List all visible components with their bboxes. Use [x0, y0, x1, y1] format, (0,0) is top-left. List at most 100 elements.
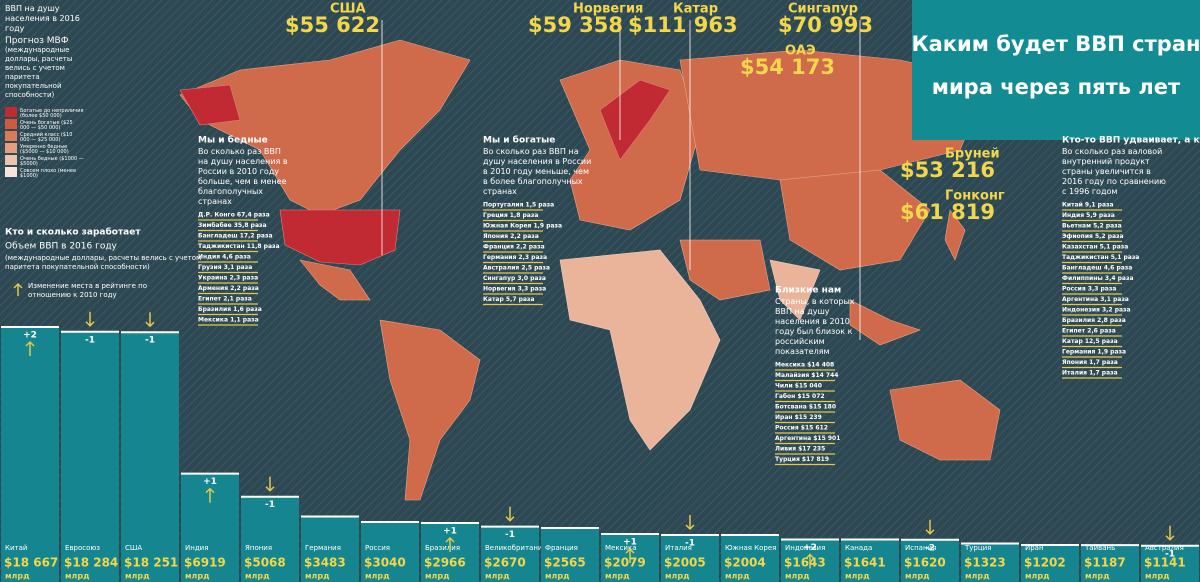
- bar-unit: млрд: [485, 572, 510, 581]
- bar-value: $2004: [724, 556, 766, 570]
- bar-unit: млрд: [65, 572, 90, 581]
- headline-country: Бруней: [945, 147, 1000, 162]
- list-item: Чили $15 040: [775, 383, 822, 390]
- headline-country: США: [330, 2, 366, 17]
- bar-country: Мексика: [605, 544, 637, 552]
- bar-value: $18 251: [124, 556, 178, 570]
- bar-unit: млрд: [425, 572, 450, 581]
- bar: [961, 543, 1019, 582]
- headline-country: Сингапур: [788, 2, 858, 17]
- rank-arrow: [505, 506, 515, 522]
- bar-unit: млрд: [1025, 572, 1050, 581]
- rank-arrow: [145, 312, 155, 328]
- legend-note: (международные доллары, расчеты велись с у…: [5, 46, 72, 99]
- bar-unit: млрд: [905, 572, 930, 581]
- bar-country: Австралия: [1145, 544, 1184, 552]
- list-item: Украина 2,3 раза: [198, 275, 258, 282]
- bar-country: Япония: [245, 544, 272, 552]
- rank-change: -1: [685, 538, 695, 548]
- list-item: Грузия 3,1 раза: [198, 264, 252, 271]
- legend-label: Богатые до неприличия (более $50 000): [20, 108, 84, 119]
- ranking-note: (международные доллары, расчеты велись с…: [5, 254, 201, 271]
- africa: [559, 249, 721, 451]
- list-heading: Близкие нам: [775, 286, 841, 296]
- south-america: [379, 319, 481, 501]
- rank-arrow: [85, 311, 95, 327]
- list-text: Во сколько раз ВВП на душу населения в Рос…: [198, 147, 288, 206]
- legend-subheading: Прогноз МВФ: [5, 36, 69, 46]
- bar-country: Китай: [5, 544, 27, 552]
- legend-label: Совсем плохо (менее $1000): [20, 168, 76, 179]
- bar-country: Бразилия: [425, 544, 460, 552]
- list-item: Германия 1,9 раза: [1062, 349, 1126, 356]
- legend-label: Очень богатые ($25 000 — $50 000): [20, 120, 73, 131]
- rank-arrow: [25, 340, 35, 356]
- bar-country: Тайвань: [1084, 544, 1115, 552]
- rank-change: +1: [443, 526, 457, 536]
- rank-change: -1: [145, 336, 155, 346]
- rank-change: -1: [1165, 549, 1175, 559]
- list-heading: Мы и бедные: [198, 135, 268, 146]
- central-america: [299, 259, 371, 301]
- bar: [121, 332, 179, 582]
- headline-value: $61 819: [900, 200, 995, 224]
- list-item: Армения 2,2 раза: [198, 285, 259, 292]
- bar-value: $18 284: [64, 556, 118, 570]
- bar-value: $1643: [784, 556, 826, 570]
- headline-value: $53 216: [900, 158, 995, 182]
- bar-value: $3040: [364, 556, 406, 570]
- rank-change: -1: [505, 530, 515, 540]
- bar-value: $2565: [544, 556, 586, 570]
- india: [769, 259, 821, 321]
- bar: [361, 522, 419, 582]
- indonesia: [849, 299, 921, 346]
- bar-country: Индия: [185, 544, 208, 552]
- list-item: Д.Р. Конго 67,4 раза: [198, 212, 270, 219]
- arrow-icon: [13, 282, 23, 296]
- list-item: Таджикистан 11,8 раза: [198, 243, 280, 250]
- list-item: Аргентина $15 901: [775, 435, 840, 442]
- legend-swatch: [5, 119, 17, 129]
- headline-value: $111 963: [628, 13, 738, 37]
- list-item: Иран $15 239: [775, 414, 822, 421]
- rank-change: -2: [925, 543, 935, 553]
- bar: [721, 534, 779, 582]
- rank-arrow: [925, 519, 935, 535]
- list-item: Казахстан 5,1 раза: [1062, 244, 1128, 251]
- bar: [541, 527, 599, 582]
- bar-value: $1641: [844, 556, 886, 570]
- list-item: Италия 1,7 раза: [1062, 370, 1118, 377]
- bar-country: Великобритания: [485, 544, 547, 552]
- title-box: [912, 0, 1200, 140]
- legend-swatch: [5, 167, 17, 177]
- list-item: Россия $15 612: [775, 425, 828, 432]
- list-item: Индия 5,9 раза: [1062, 212, 1115, 219]
- rank-arrow: [265, 476, 275, 492]
- bar-unit: млрд: [305, 572, 330, 581]
- rank-arrow: [445, 536, 455, 552]
- rank-change: +2: [803, 543, 817, 553]
- bar-value: $2670: [484, 556, 526, 570]
- china: [779, 169, 931, 271]
- bar: [61, 331, 119, 582]
- bar-value: $1187: [1084, 556, 1126, 570]
- usa: [279, 209, 401, 266]
- headline-country: Гонконг: [945, 189, 1005, 204]
- ranking-change-note: Изменение места в рейтинге по отношению к…: [28, 282, 147, 299]
- bar-value: $3483: [304, 556, 346, 570]
- bar: [661, 534, 719, 582]
- bar-unit: млрд: [725, 572, 750, 581]
- list-item: Малайзия $14 744: [775, 372, 838, 379]
- bar-unit: млрд: [545, 572, 570, 581]
- bar: [421, 522, 479, 582]
- list-item: Катар 12,5 раза: [1062, 338, 1118, 345]
- list-item: Греция 1,8 раза: [483, 212, 538, 219]
- bar-unit: млрд: [785, 572, 810, 581]
- bar-country: Южная Корея: [725, 544, 776, 552]
- bar-unit: млрд: [1145, 572, 1170, 581]
- list-item: Филиппины 3,4 раза: [1062, 275, 1134, 282]
- headline-country: ОАЭ: [785, 44, 816, 59]
- legend-heading: ВВП на душу населения в 2016 году: [5, 4, 80, 33]
- bar-country: Иран: [1025, 544, 1044, 552]
